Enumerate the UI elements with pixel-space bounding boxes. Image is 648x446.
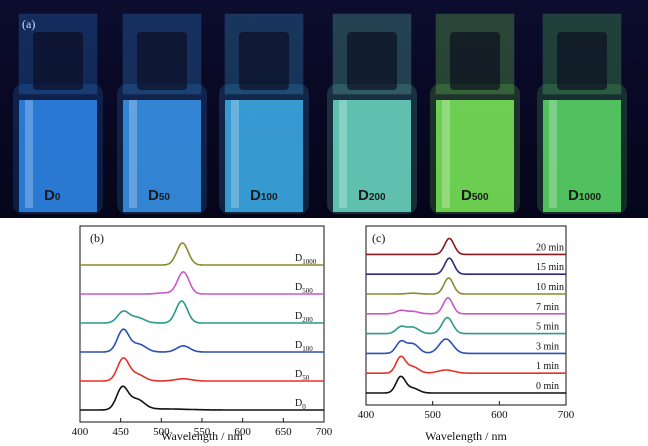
series-line-5-min bbox=[366, 316, 566, 335]
photo-panel-label: (a) bbox=[22, 17, 35, 31]
chart-b-panel-label: (b) bbox=[90, 231, 104, 245]
vial-100: D100 bbox=[219, 13, 309, 214]
chart-b-xtick-label: 600 bbox=[234, 426, 251, 438]
vial-inner bbox=[347, 32, 397, 90]
vial-1000: D1000 bbox=[537, 13, 627, 214]
vial-label: D100 bbox=[250, 187, 278, 204]
chart-b-xtick-label: 650 bbox=[275, 426, 292, 438]
series-label-d0: D0 bbox=[295, 398, 306, 411]
chart-b-xtick-label: 550 bbox=[194, 426, 211, 438]
series-line-7-min bbox=[366, 296, 566, 315]
series-label-7-min: 7 min bbox=[536, 302, 559, 313]
series-label-10-min: 10 min bbox=[536, 282, 564, 293]
series-label-d500: D500 bbox=[295, 282, 313, 295]
chart-b-xtick-label: 700 bbox=[316, 426, 333, 438]
chart-c-xtick-label: 500 bbox=[424, 409, 441, 421]
vial-highlight bbox=[549, 100, 557, 208]
series-line-d200 bbox=[80, 300, 324, 324]
series-line-3-min bbox=[366, 338, 566, 355]
photo-background bbox=[0, 0, 648, 218]
series-line-d100 bbox=[80, 328, 324, 353]
vial-highlight bbox=[129, 100, 137, 208]
chart-b-xlabel: Wavelength / nm bbox=[161, 429, 243, 443]
series-line-15-min bbox=[366, 257, 566, 275]
chart-c-xtick-label: 700 bbox=[558, 409, 575, 421]
chart-c: (c) Wavelength / nm 400 500 600 700 0 min 1 m… bbox=[358, 225, 575, 443]
series-line-20-min bbox=[366, 237, 566, 256]
vial-inner bbox=[137, 32, 187, 90]
vial-liquid bbox=[436, 100, 514, 212]
vial-highlight bbox=[339, 100, 347, 208]
vial-inner bbox=[557, 32, 607, 90]
chart-b-xtick-label: 450 bbox=[112, 426, 129, 438]
chart-b-frame bbox=[79, 225, 325, 423]
series-label-0-min: 0 min bbox=[536, 381, 559, 392]
vial-label: D200 bbox=[358, 187, 386, 204]
series-label-d200: D200 bbox=[295, 311, 313, 324]
series-label-15-min: 15 min bbox=[536, 262, 564, 273]
series-label-20-min: 20 min bbox=[536, 242, 564, 253]
chart-c-xtick-label: 400 bbox=[358, 409, 375, 421]
vial-500: D500 bbox=[430, 13, 520, 214]
vial-inner bbox=[33, 32, 83, 90]
series-line-d500 bbox=[80, 271, 324, 295]
series-line-0-min bbox=[366, 375, 566, 394]
series-line-d50 bbox=[80, 357, 324, 382]
vial-label: D500 bbox=[461, 187, 489, 204]
chart-b: (b) Wavelength / nm 400 450 500 550 600 650 70… bbox=[72, 225, 333, 443]
chart-c-panel-label: (c) bbox=[372, 231, 385, 245]
vial-inner bbox=[450, 32, 500, 90]
vial-0: D0 bbox=[13, 13, 103, 214]
vial-highlight bbox=[25, 100, 33, 208]
vial-liquid bbox=[333, 100, 411, 212]
vial-50: D50 bbox=[117, 13, 207, 214]
vial-liquid bbox=[19, 100, 97, 212]
vial-liquid bbox=[225, 100, 303, 212]
series-label-3-min: 3 min bbox=[536, 341, 559, 352]
vial-photo: (a) D0 D50 D100 D200 D500 D1000 bbox=[0, 0, 648, 218]
vial-liquid bbox=[123, 100, 201, 212]
vial-label: D1000 bbox=[568, 187, 602, 204]
vial-highlight bbox=[442, 100, 450, 208]
chart-b-xtick-label: 500 bbox=[153, 426, 170, 438]
chart-c-xlabel: Wavelength / nm bbox=[425, 429, 507, 443]
chart-b-xtick-label: 400 bbox=[72, 426, 89, 438]
series-line-d1000 bbox=[80, 242, 324, 266]
series-line-1-min bbox=[366, 355, 566, 374]
series-label-1-min: 1 min bbox=[536, 361, 559, 372]
vial-label: D50 bbox=[148, 187, 170, 204]
vial-inner bbox=[239, 32, 289, 90]
series-line-10-min bbox=[366, 277, 566, 295]
chart-c-frame bbox=[365, 225, 567, 406]
series-label-d1000: D1000 bbox=[295, 253, 317, 266]
vial-200: D200 bbox=[327, 13, 417, 214]
vial-label: D0 bbox=[44, 187, 61, 204]
series-label-5-min: 5 min bbox=[536, 322, 559, 333]
vial-highlight bbox=[231, 100, 239, 208]
chart-c-xtick-label: 600 bbox=[491, 409, 508, 421]
vial-liquid bbox=[543, 100, 621, 212]
vial-group: D0 D50 D100 D200 D500 D1000 bbox=[13, 13, 627, 214]
series-label-d50: D50 bbox=[295, 369, 310, 382]
series-line-d0 bbox=[80, 385, 324, 411]
series-label-d100: D100 bbox=[295, 340, 313, 353]
